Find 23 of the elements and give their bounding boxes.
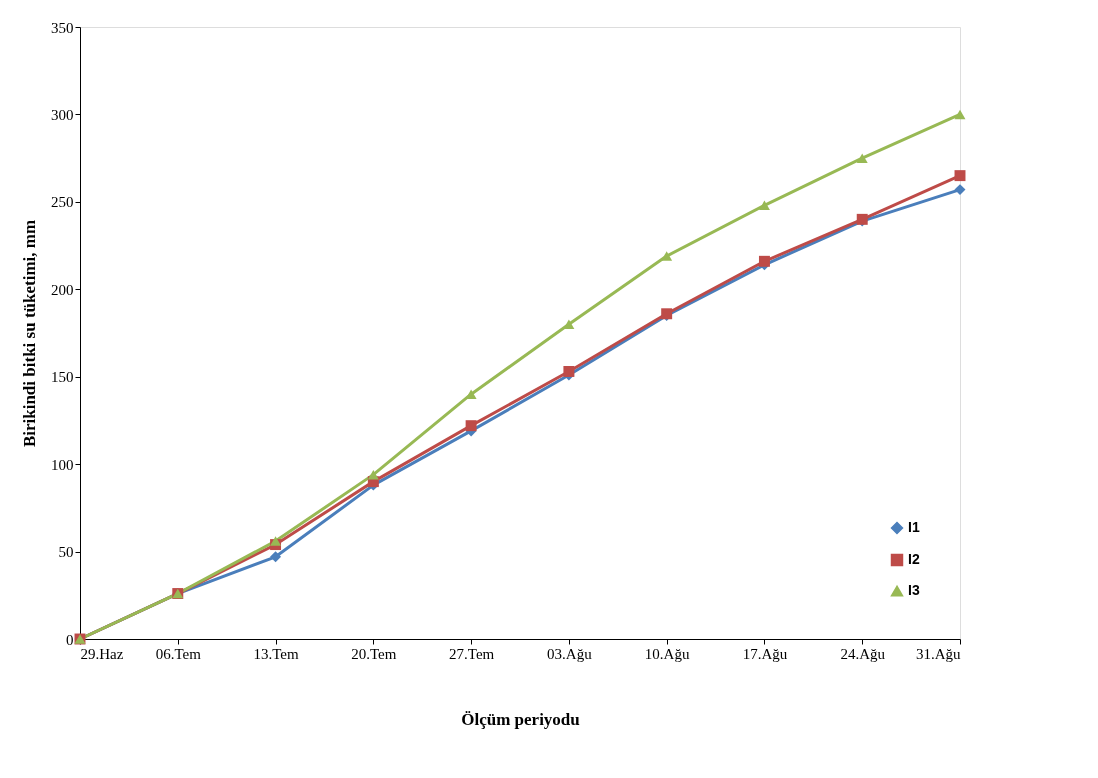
x-tick-label: 03.Ağu bbox=[547, 645, 593, 662]
legend-label: I3 bbox=[908, 582, 920, 598]
y-tick-label: 100 bbox=[51, 456, 74, 473]
y-tick-label: 350 bbox=[51, 19, 74, 36]
y-axis-title: Birikindi bitki su tüketimi, mm bbox=[20, 219, 39, 448]
x-tick-label: 31.Ağu bbox=[915, 645, 961, 662]
x-tick-label: 20.Tem bbox=[351, 645, 397, 662]
legend-label: I1 bbox=[908, 519, 920, 535]
y-tick-label: 0 bbox=[66, 631, 74, 648]
x-tick-label: 24.Ağu bbox=[840, 645, 886, 662]
y-tick-label: 150 bbox=[51, 369, 74, 386]
x-tick-label: 06.Tem bbox=[155, 645, 202, 662]
x-tick-label: 17.Ağu bbox=[742, 645, 788, 662]
x-tick-label: 13.Tem bbox=[253, 645, 299, 662]
y-tick-label: 200 bbox=[51, 281, 74, 298]
x-axis-title: Ölçüm periyodu bbox=[461, 709, 580, 729]
legend-label: I2 bbox=[908, 551, 920, 567]
x-tick-label: 10.Ağu bbox=[644, 645, 690, 662]
y-tick-label: 250 bbox=[51, 194, 74, 211]
x-tick-label: 29.Haz bbox=[80, 645, 124, 662]
x-tick-label: 27.Tem bbox=[449, 645, 495, 662]
y-tick-label: 300 bbox=[51, 106, 74, 123]
y-tick-label: 50 bbox=[58, 544, 74, 561]
